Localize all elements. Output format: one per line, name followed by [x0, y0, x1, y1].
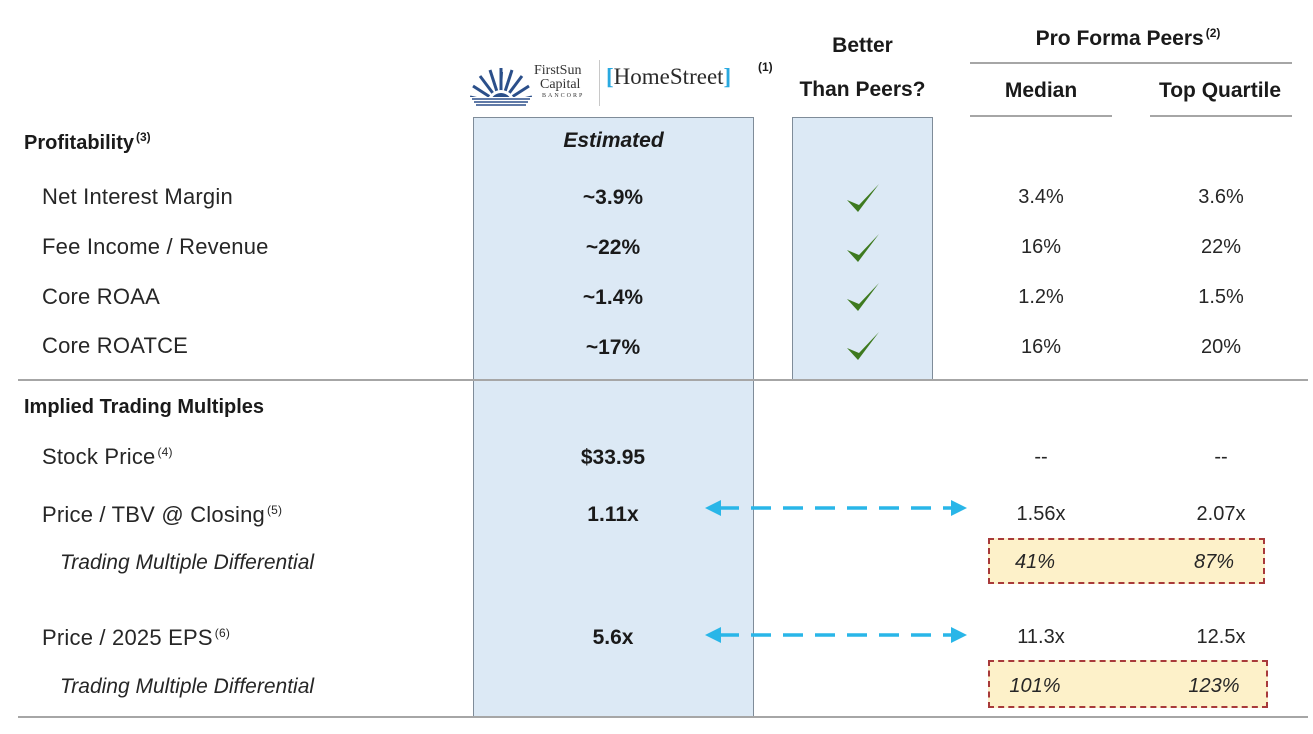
tbv-differential-box [988, 538, 1265, 584]
median-core-roatce: 16% [1020, 336, 1062, 358]
top-quartile-underline [1150, 115, 1292, 117]
top-tbv-differential: 87% [1193, 551, 1235, 573]
top-core-roaa: 1.5% [1198, 286, 1244, 308]
median-price-tbv: 1.56x [1016, 503, 1066, 525]
median-stock-price: -- [1034, 446, 1048, 468]
row-label-net-interest-margin: Net Interest Margin [42, 184, 233, 209]
row-label-price-eps: Price / 2025 EPS (6) [42, 625, 230, 651]
price-eps-footnote: (6) [214, 625, 231, 640]
price-eps-label: Price / 2025 EPS [42, 625, 213, 650]
median-fee-income: 16% [1020, 236, 1062, 258]
value-stock-price: $33.95 [580, 446, 646, 469]
eps-differential-box [988, 660, 1268, 708]
firstsun-logo-line2: Capital [540, 77, 581, 92]
pro-forma-peers-header: Pro Forma Peers (2) [968, 27, 1288, 51]
top-price-eps: 12.5x [1196, 626, 1246, 648]
row-label-tbv-differential: Trading Multiple Differential [60, 551, 315, 574]
top-core-roatce: 20% [1200, 336, 1242, 358]
top-fee-income: 22% [1200, 236, 1242, 258]
homestreet-logo-home: Home [613, 64, 670, 89]
firstsun-logo-line3: BANCORP [542, 93, 585, 99]
multiples-section-title: Implied Trading Multiples [24, 396, 265, 418]
homestreet-logo-street: Street [669, 64, 724, 89]
value-net-interest-margin: ~3.9% [582, 186, 644, 209]
double-arrow-icon [705, 627, 967, 643]
row-label-eps-differential: Trading Multiple Differential [60, 675, 315, 698]
price-tbv-label: Price / TBV @ Closing [42, 502, 265, 527]
median-underline [970, 115, 1112, 117]
pro-forma-peers-title: Pro Forma Peers [1035, 27, 1204, 50]
median-eps-differential: 101% [1009, 675, 1061, 697]
median-core-roaa: 1.2% [1018, 286, 1064, 308]
row-label-fee-income: Fee Income / Revenue [42, 234, 269, 259]
top-stock-price: -- [1214, 446, 1228, 468]
homestreet-estimated-column [473, 117, 754, 718]
value-price-eps: 5.6x [592, 626, 634, 649]
profitability-footnote: (3) [136, 130, 151, 145]
median-price-eps: 11.3x [1017, 626, 1065, 648]
row-label-core-roaa: Core ROAA [42, 284, 160, 309]
top-eps-differential: 123% [1188, 675, 1240, 697]
value-core-roaa: ~1.4% [582, 286, 644, 309]
firstsun-logo: FirstSun Capital BANCORP [468, 62, 608, 108]
top-quartile-header: Top Quartile [1158, 79, 1282, 102]
bracket-right-icon: ] [723, 64, 732, 89]
better-than-peers-column [792, 117, 933, 380]
checkmark-icon [847, 283, 879, 311]
median-tbv-differential: 41% [1014, 551, 1056, 573]
section-divider [18, 379, 1308, 381]
logo-separator [599, 60, 600, 106]
bottom-divider [18, 716, 1308, 718]
stock-price-label: Stock Price [42, 444, 156, 469]
profitability-title-text: Profitability [24, 132, 135, 154]
checkmark-icon [847, 184, 879, 212]
value-core-roatce: ~17% [585, 336, 641, 359]
firstsun-sunburst-icon [468, 68, 534, 108]
pro-forma-underline [970, 62, 1292, 64]
bracket-left-icon: [ [606, 64, 614, 89]
pro-forma-peers-footnote: (2) [1205, 26, 1221, 40]
row-label-price-tbv: Price / TBV @ Closing (5) [42, 502, 282, 528]
homestreet-logo: [HomeStreet] [606, 64, 731, 100]
value-price-tbv: 1.11x [587, 503, 639, 526]
checkmark-icon [847, 234, 879, 262]
better-header-line1: Better [832, 34, 893, 57]
double-arrow-icon [705, 500, 967, 516]
row-label-core-roatce: Core ROATCE [42, 333, 189, 358]
firstsun-logo-line1: FirstSun [534, 63, 582, 78]
price-tbv-footnote: (5) [266, 502, 283, 517]
value-fee-income: ~22% [585, 236, 641, 259]
better-header-line2: Than Peers? [799, 78, 926, 101]
top-price-tbv: 2.07x [1196, 503, 1246, 525]
profitability-section-title: Profitability (3) [24, 130, 151, 155]
homestreet-footnote: (1) [758, 60, 773, 74]
stock-price-footnote: (4) [157, 444, 173, 459]
checkmark-icon [847, 332, 879, 360]
top-net-interest-margin: 3.6% [1198, 186, 1244, 208]
row-label-stock-price: Stock Price (4) [42, 444, 173, 470]
median-net-interest-margin: 3.4% [1018, 186, 1064, 208]
estimated-label: Estimated [563, 129, 664, 152]
median-header: Median [1004, 79, 1078, 102]
